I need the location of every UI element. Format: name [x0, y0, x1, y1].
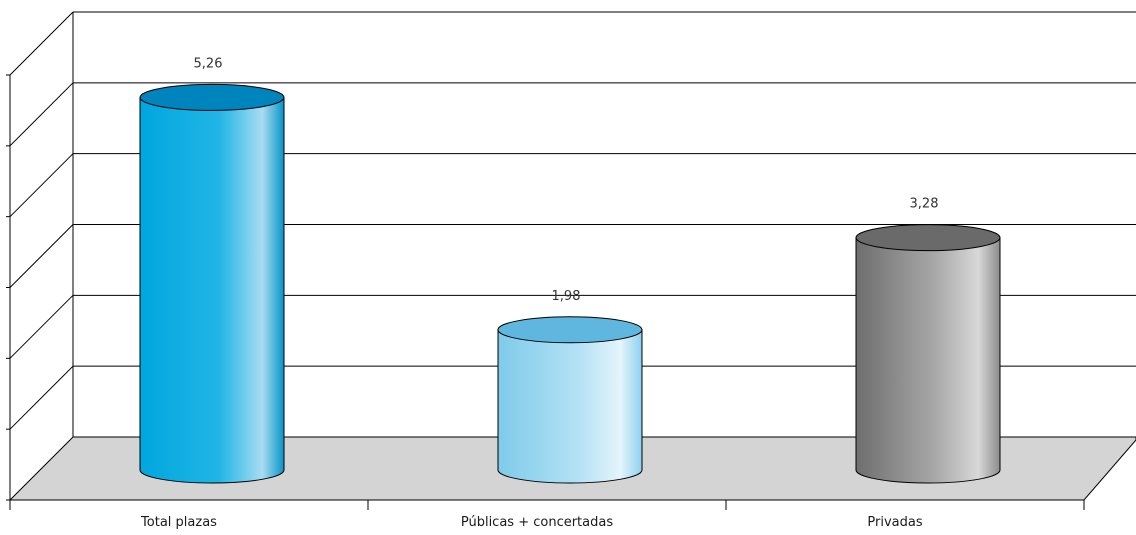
gridline-side	[9, 11, 74, 76]
category-label: Total plazas	[140, 515, 217, 530]
data-label: 5,26	[194, 56, 223, 71]
gridline-side	[9, 294, 74, 359]
bar-top	[139, 83, 285, 111]
bar-body	[497, 329, 643, 484]
category-label: Privadas	[867, 515, 922, 530]
gridline-side	[9, 224, 74, 288]
bar-2	[497, 316, 643, 484]
bar-top	[497, 316, 643, 344]
axes	[6, 12, 1085, 510]
bars	[139, 83, 1001, 484]
data-label: 1,98	[552, 289, 581, 304]
data-label: 3,28	[910, 197, 939, 212]
gridline-side	[9, 82, 74, 147]
bar-top	[855, 224, 1001, 252]
gridline-side	[9, 153, 74, 218]
bar-1	[139, 83, 285, 484]
bar-body	[139, 96, 285, 484]
bar-body	[855, 237, 1001, 484]
gridline-side	[9, 365, 74, 430]
labels: 5,26 Total plazas 1,98 Públicas + concertad…	[140, 56, 938, 530]
bar-3	[855, 224, 1001, 484]
category-label: Públicas + concertadas	[461, 515, 613, 530]
